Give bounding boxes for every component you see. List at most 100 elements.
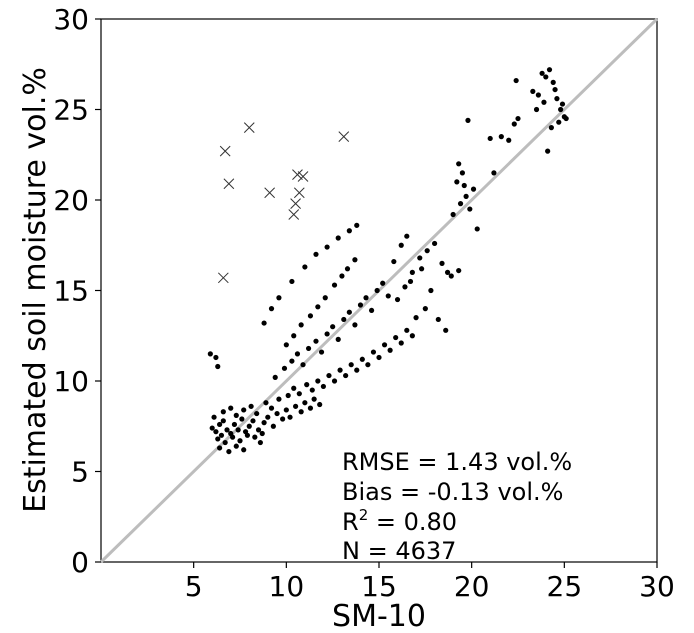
stats-annotation: RMSE = 1.43 vol.% Bias = -0.13 vol.% R2 … [342, 448, 572, 565]
data-point [407, 278, 414, 285]
outlier-point [217, 272, 229, 284]
data-point [254, 410, 260, 417]
outlier-point [290, 198, 301, 209]
data-point [326, 372, 332, 379]
data-point [307, 405, 314, 411]
data-point [402, 284, 408, 290]
outlier-point [223, 178, 235, 190]
data-point [554, 96, 560, 102]
data-point [259, 430, 265, 437]
data-point [300, 362, 306, 368]
data-point [291, 333, 297, 339]
data-point [294, 351, 301, 357]
data-point [539, 70, 545, 76]
data-point [370, 349, 377, 355]
data-point [215, 363, 221, 370]
data-point [506, 137, 512, 143]
y-axis-label: Estimated soil moisture vol.% [18, 67, 53, 513]
data-point [215, 436, 221, 442]
data-point [268, 405, 275, 411]
data-point [296, 391, 302, 397]
data-point [298, 409, 304, 415]
data-point [231, 421, 238, 428]
data-point [359, 356, 365, 362]
data-point [357, 302, 364, 308]
data-point [413, 315, 419, 321]
data-point [404, 233, 410, 239]
data-point [545, 148, 551, 154]
data-point [546, 67, 553, 73]
data-point [548, 125, 554, 131]
data-point [374, 287, 380, 294]
data-point [470, 186, 477, 192]
data-point [246, 423, 252, 429]
data-point [381, 342, 388, 348]
data-point [289, 278, 295, 285]
data-point [313, 338, 319, 344]
data-point [341, 316, 347, 323]
data-point [313, 251, 319, 257]
data-point [217, 445, 223, 451]
data-point [533, 106, 540, 113]
data-point [448, 273, 454, 279]
data-point [237, 438, 243, 444]
data-point [285, 392, 291, 399]
data-point [289, 358, 295, 364]
data-point [530, 88, 536, 94]
data-point [354, 222, 360, 228]
data-point [515, 115, 521, 122]
n-text: N = 4637 [342, 537, 456, 565]
data-point [318, 349, 325, 355]
data-point [224, 427, 230, 433]
data-point [302, 264, 308, 270]
data-point [309, 387, 315, 393]
data-point [213, 429, 219, 435]
data-point [213, 354, 219, 361]
data-point [331, 282, 338, 288]
data-point [335, 336, 341, 342]
data-point [287, 414, 293, 420]
data-point [220, 418, 226, 424]
data-point [339, 273, 345, 279]
data-point [348, 362, 354, 368]
data-point [233, 412, 239, 418]
data-point [207, 351, 213, 357]
data-point [228, 405, 234, 411]
data-point [283, 342, 289, 348]
y-tick-label: 0 [71, 546, 89, 579]
data-point [354, 367, 360, 373]
data-point [457, 201, 464, 207]
data-point [461, 182, 467, 189]
data-point [261, 420, 267, 426]
data-point [270, 423, 276, 429]
outlier-point [243, 122, 255, 133]
data-point [535, 92, 541, 98]
data-point [344, 266, 351, 272]
data-point [556, 119, 562, 125]
data-point [305, 345, 312, 352]
data-point [265, 414, 271, 420]
data-point [387, 347, 393, 353]
data-point [376, 354, 382, 361]
data-point [363, 295, 369, 301]
data-point [424, 248, 430, 254]
data-point [394, 296, 401, 303]
data-point [456, 161, 462, 167]
data-point [409, 269, 415, 275]
outlier-point [288, 209, 300, 220]
data-point [385, 293, 391, 299]
r2-value: = 0.80 [368, 508, 457, 536]
data-point [467, 206, 473, 212]
outlier-point [264, 187, 276, 199]
data-point [274, 410, 280, 417]
data-point [268, 306, 275, 312]
data-point [465, 117, 471, 123]
data-point [513, 77, 519, 84]
data-point [317, 401, 323, 408]
data-point [368, 307, 375, 314]
data-point [428, 287, 434, 294]
data-point [298, 322, 304, 328]
outlier-point [293, 187, 305, 199]
data-point [257, 439, 263, 446]
data-point [346, 228, 352, 234]
